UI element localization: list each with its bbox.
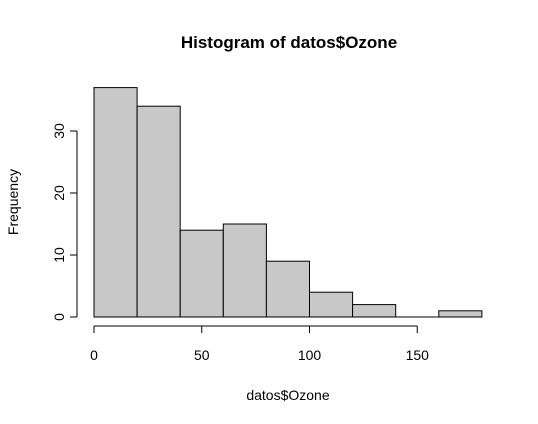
x-tick-label: 0 [90,347,98,363]
y-axis-label: Frequency [5,169,21,235]
histogram-bar [136,105,181,318]
bars-group [93,87,483,318]
histogram-bar [309,291,354,318]
histogram-bar [222,223,267,318]
y-axis: 0 10 20 30 [51,123,78,321]
y-tick-label: 30 [51,123,67,139]
histogram-bar [265,260,310,318]
histogram-bar [93,87,138,318]
x-tick-label: 100 [298,347,322,363]
x-tick-label: 150 [406,347,430,363]
y-tick-label: 20 [51,185,67,201]
y-tick-label: 10 [51,247,67,263]
histogram-bar [438,310,483,318]
x-axis: 0 50 100 150 [90,325,430,363]
histogram-bar [352,304,397,318]
chart-title: Histogram of datos$Ozone [181,33,397,52]
histogram-bar [179,229,224,318]
x-tick-label: 50 [194,347,210,363]
x-axis-label: datos$Ozone [246,387,329,403]
y-tick-label: 0 [51,313,67,321]
